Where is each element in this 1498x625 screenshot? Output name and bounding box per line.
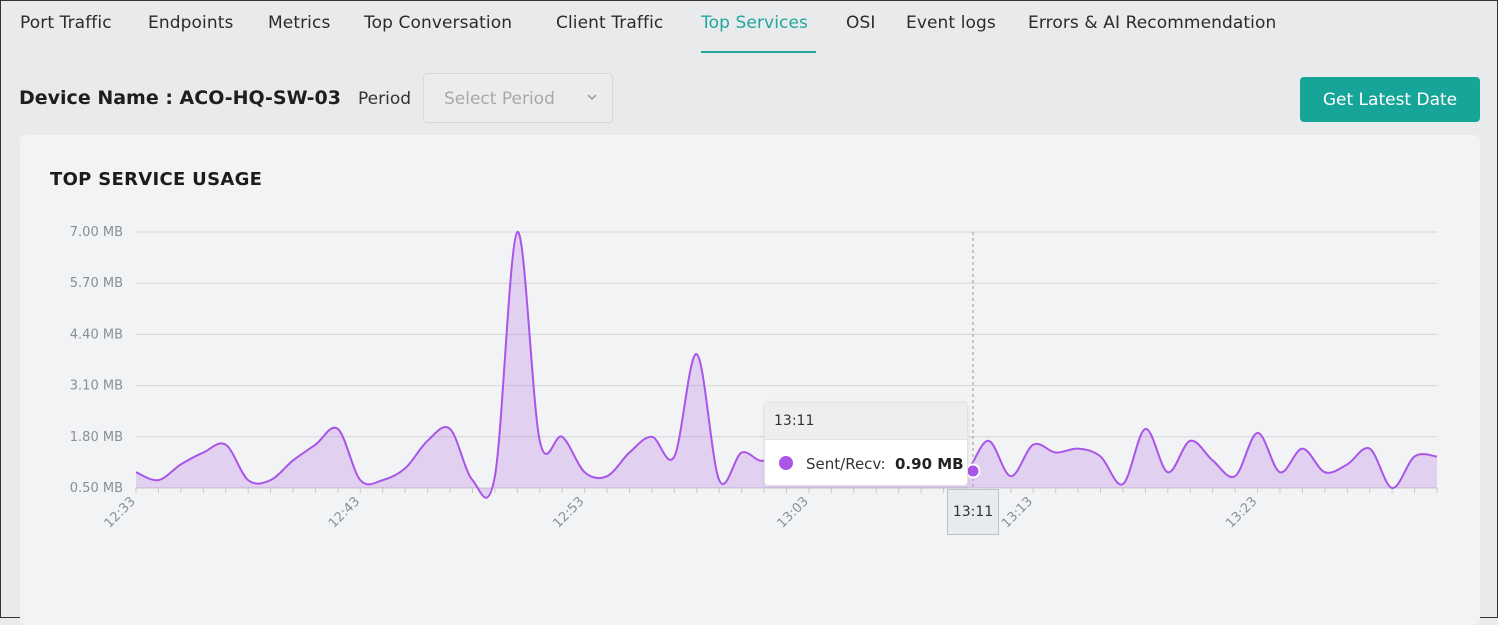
- x-tick-label: 13:03: [775, 494, 812, 531]
- tab-port-traffic[interactable]: Port Traffic: [20, 13, 112, 33]
- chart-tooltip: 13:11 Sent/Recv: 0.90 MB: [764, 402, 968, 486]
- period-select-placeholder: Select Period: [444, 89, 555, 109]
- series-line: [135, 230, 1438, 499]
- device-name-label: Device Name : ACO-HQ-SW-03: [19, 87, 341, 109]
- x-tick-label: 12:33: [102, 494, 139, 531]
- y-tick-label: 0.50 MB: [70, 481, 123, 496]
- y-tick-label: 4.40 MB: [70, 327, 123, 342]
- x-tick-label: 13:23: [1223, 494, 1260, 531]
- y-tick-label: 5.70 MB: [70, 276, 123, 291]
- chevron-down-icon: [587, 94, 597, 101]
- tab-metrics[interactable]: Metrics: [268, 13, 331, 33]
- tooltip-value: 0.90 MB: [895, 455, 964, 473]
- tooltip-series-name: Sent/Recv:: [806, 455, 886, 473]
- crosshair-time-label: 13:11: [947, 489, 999, 535]
- get-latest-date-button[interactable]: Get Latest Date: [1300, 77, 1480, 122]
- period-label: Period: [358, 89, 412, 109]
- y-tick-label: 1.80 MB: [70, 430, 123, 445]
- x-tick-label: 12:53: [550, 494, 587, 531]
- y-tick-label: 3.10 MB: [70, 379, 123, 394]
- tab-endpoints[interactable]: Endpoints: [148, 13, 234, 33]
- period-select[interactable]: Select Period: [423, 73, 613, 123]
- tab-event-logs[interactable]: Event logs: [906, 13, 996, 33]
- x-tick-label: 12:43: [326, 494, 363, 531]
- tab-osi[interactable]: OSI: [846, 13, 876, 33]
- active-tab-indicator: [701, 51, 816, 53]
- top-service-usage-card: [20, 135, 1480, 625]
- tab-bar: Port Traffic Endpoints Metrics Top Conve…: [1, 1, 1497, 55]
- x-tick-label: 13:13: [999, 494, 1036, 531]
- hover-point: [965, 463, 981, 479]
- y-tick-label: 7.00 MB: [70, 225, 123, 240]
- tooltip-time: 13:11: [765, 403, 967, 440]
- chart-title: TOP SERVICE USAGE: [50, 169, 263, 190]
- tab-top-services[interactable]: Top Services: [701, 13, 808, 33]
- tab-client-traffic[interactable]: Client Traffic: [556, 13, 664, 33]
- series-marker-icon: [779, 456, 793, 470]
- tab-top-conversation[interactable]: Top Conversation: [364, 13, 513, 33]
- tab-errors-ai-recommendation[interactable]: Errors & AI Recommendation: [1028, 13, 1277, 33]
